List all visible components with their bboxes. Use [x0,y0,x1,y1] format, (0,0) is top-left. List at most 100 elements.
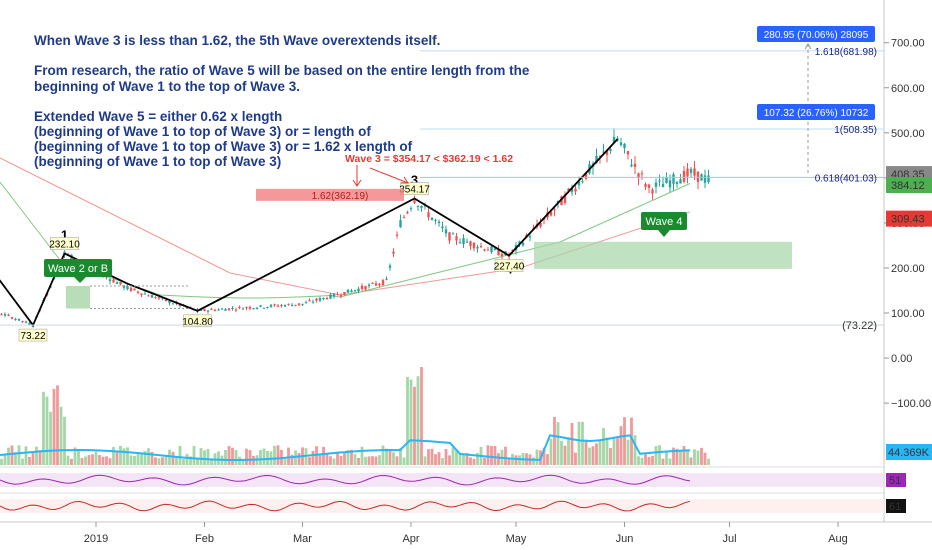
volume-bar [584,439,588,465]
volume-bar [87,455,91,465]
volume-bar [217,451,220,465]
volume-bar [189,456,192,465]
volume-bar [514,455,518,465]
candle-body [679,179,682,184]
volume-bar [10,445,14,465]
candle-body [451,233,455,235]
volume-bar [693,449,696,465]
candle-body [371,282,374,284]
fib-red-box-label: 1.62(362.19) [312,191,369,202]
volume-bar [451,447,455,465]
volume-bar [248,450,252,465]
candle-body [14,318,17,320]
candle-body [301,303,304,305]
candle-body [612,136,616,143]
volume-bar [367,456,371,465]
volume-ma-label: 44.369K [888,447,930,459]
volume-bar [546,454,549,465]
candle-body [399,220,402,228]
candle-body [637,173,640,179]
candle-body [598,155,602,157]
volume-bar [483,457,486,465]
candle-body [511,249,514,251]
volume-bar [577,421,581,465]
volume-bar [661,458,665,465]
volume-bar [287,447,290,465]
candle-body [560,196,563,206]
candle-body [675,182,679,184]
price-point-label: 354.17 [399,184,430,195]
volume-bar [322,446,325,465]
volume-bar [119,445,122,465]
candle-body [290,304,294,307]
candle-body [105,276,108,278]
candle-body [374,283,378,286]
candle-body [444,229,448,234]
volume-bar [129,455,133,465]
volume-bar [623,417,626,465]
volume-bar [469,457,472,465]
volume-bar [70,458,73,465]
volume-bar [360,446,364,465]
volume-bar [49,411,52,465]
annotation-line-3a: Extended Wave 5 = either 0.62 x length [34,109,283,124]
candle-body [479,246,483,248]
price-point-box [400,182,429,195]
wave-2-or-b-text: Wave 2 or B [48,263,108,275]
volume-bar [171,451,175,465]
volume-bar [143,451,147,465]
volume-bar [318,455,322,465]
volume-bar [430,448,434,465]
candle-body [28,322,31,325]
volume-bar [241,458,245,465]
candle-body [329,294,332,299]
volume-bar [0,458,3,465]
candle-body [119,281,122,285]
candle-body [528,236,532,238]
candle-body [308,300,311,302]
volume-bar [308,457,311,465]
price-point-label: 227.40 [494,262,525,273]
volume-bar [234,450,238,465]
candle-body [276,305,280,307]
volume-bar [154,457,157,465]
indicator1-tag [886,473,906,487]
volume-bar [84,456,87,465]
x-tick-label: May [506,533,527,545]
volume-bar [385,448,388,465]
volume-bar [497,453,500,465]
candle-body [199,309,203,311]
candle-body [143,293,147,295]
indicator1-band [0,473,884,487]
candle-body [378,283,381,285]
volume-bar [630,417,633,465]
volume-bar [364,456,367,465]
volume-bar [357,457,360,465]
volume-bar [45,396,49,465]
candle-body [122,285,126,288]
volume-bar [504,446,507,465]
candle-body [353,290,357,292]
volume-bar [672,447,675,465]
volume-bar [532,457,535,465]
candle-body [108,279,112,282]
candle-body [651,189,654,194]
volume-bar [31,451,35,465]
candle-body [581,181,584,183]
candle-body [703,175,707,183]
volume-bar [325,453,329,465]
candle-body [255,307,259,309]
volume-bar [164,456,168,465]
candle-body [129,287,133,291]
volume-bar [476,452,479,465]
candle-body [668,180,672,188]
volume-bar [563,445,567,465]
candle-body [0,314,3,316]
candle-body [427,212,430,218]
candle-body [472,242,476,249]
candle-body [539,222,542,227]
annotation-line-3d: (beginning of Wave 1 to top of Wave 3) [34,154,282,169]
candle-body [647,184,651,188]
candle-body [672,174,675,184]
